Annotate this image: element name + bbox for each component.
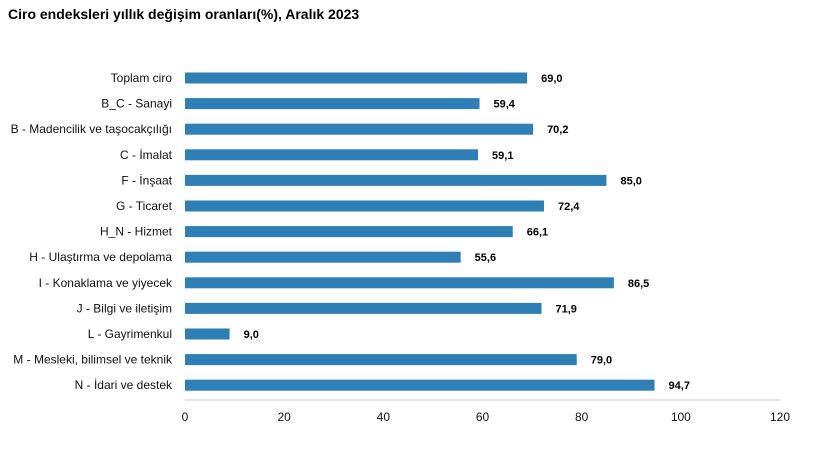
value-label: 9,0 xyxy=(244,329,259,341)
category-label: B - Madencilik ve taşocakçılığı xyxy=(11,122,172,136)
category-label: Toplam ciro xyxy=(111,71,173,85)
value-label: 94,7 xyxy=(669,380,690,392)
value-label: 69,0 xyxy=(541,73,562,85)
x-tick-label: 40 xyxy=(377,410,391,424)
x-tick-label: 80 xyxy=(575,410,589,424)
value-label: 71,9 xyxy=(556,303,577,315)
bar xyxy=(185,200,544,212)
bar xyxy=(185,149,479,161)
bar xyxy=(185,98,480,110)
bar xyxy=(185,302,542,314)
value-label: 66,1 xyxy=(527,227,548,239)
value-labels: 69,0 59,4 70,2 59,1 85,0 72,4 66,1 55,6 86,5 71,9… xyxy=(244,73,690,392)
bar xyxy=(185,328,230,340)
bar xyxy=(185,123,534,135)
x-tick-label: 60 xyxy=(476,410,490,424)
category-label: H_N - Hizmet xyxy=(100,225,173,239)
category-label: M - Mesleki, bilimsel ve teknik xyxy=(13,353,173,367)
x-tick-label: 20 xyxy=(277,410,291,424)
category-label: C - İmalat xyxy=(120,148,173,162)
category-label: J - Bilgi ve iletişim xyxy=(77,301,172,315)
bar xyxy=(185,251,461,263)
category-label: G - Ticaret xyxy=(116,199,173,213)
value-label: 85,0 xyxy=(620,175,641,187)
category-labels: Toplam ciro B_C - Sanayi B - Madencilik ve… xyxy=(11,71,173,392)
x-tick-label: 0 xyxy=(182,410,189,424)
category-label: I - Konaklama ve yiyecek xyxy=(39,276,173,290)
category-label: F - İnşaat xyxy=(121,173,172,187)
value-label: 59,1 xyxy=(492,150,513,162)
bars-layer xyxy=(185,72,655,391)
value-label: 55,6 xyxy=(475,252,496,264)
bar xyxy=(185,174,607,186)
bar xyxy=(185,354,577,366)
bar xyxy=(185,379,655,391)
category-label: B_C - Sanayi xyxy=(101,97,172,111)
category-label: H - Ulaştırma ve depolama xyxy=(29,250,172,264)
category-label: N - İdari ve destek xyxy=(75,378,173,392)
x-tick-label: 100 xyxy=(671,410,691,424)
x-tick-label: 120 xyxy=(770,410,790,424)
category-label: L - Gayrimenkul xyxy=(88,327,172,341)
value-label: 59,4 xyxy=(494,99,516,111)
bar xyxy=(185,226,513,238)
value-label: 86,5 xyxy=(628,278,649,290)
chart-title: Ciro endeksleri yıllık değişim oranları(… xyxy=(8,6,360,22)
value-label: 72,4 xyxy=(558,201,580,213)
x-tick-labels: 0 20 40 60 80 100 120 xyxy=(182,410,791,424)
value-label: 79,0 xyxy=(591,355,612,367)
bar xyxy=(185,72,528,84)
value-label: 70,2 xyxy=(547,124,568,136)
bar xyxy=(185,277,614,289)
